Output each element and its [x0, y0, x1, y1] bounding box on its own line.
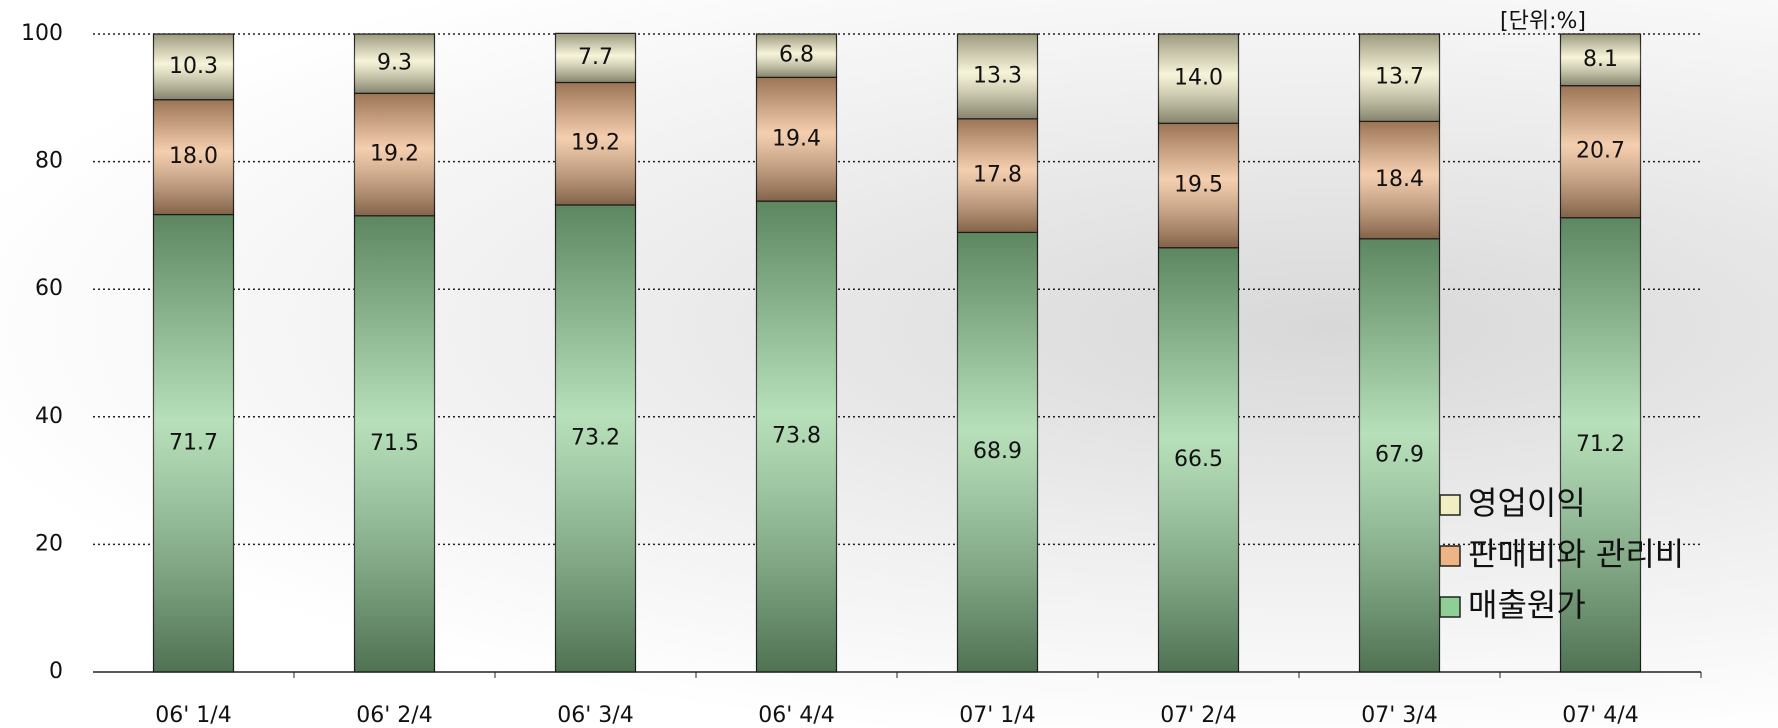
- value-label: 6.8: [779, 43, 814, 68]
- x-tick-label: 07' 4/4: [1562, 703, 1638, 728]
- value-label: 20.7: [1576, 139, 1625, 164]
- value-label: 19.2: [370, 142, 419, 167]
- value-label: 71.2: [1576, 432, 1625, 457]
- x-tick-label: 07' 2/4: [1160, 703, 1236, 728]
- value-label: 8.1: [1583, 47, 1618, 72]
- value-label: 9.3: [377, 51, 412, 76]
- y-tick-label: 60: [35, 276, 63, 301]
- value-label: 18.4: [1375, 167, 1424, 192]
- value-label: 73.8: [772, 424, 821, 449]
- legend-swatch: [1439, 596, 1461, 618]
- y-tick-label: 40: [35, 404, 63, 429]
- value-label: 71.5: [370, 431, 419, 456]
- value-label: 17.8: [973, 163, 1022, 188]
- y-tick-label: 80: [35, 149, 63, 174]
- x-tick-label: 07' 3/4: [1361, 703, 1437, 728]
- y-tick-label: 20: [35, 531, 63, 556]
- x-tick-label: 06' 3/4: [557, 703, 633, 728]
- x-tick-label: 06' 1/4: [155, 703, 231, 728]
- value-label: 19.2: [571, 131, 620, 156]
- value-label: 18.0: [169, 144, 218, 169]
- y-tick-label: 100: [21, 21, 63, 46]
- value-label: 67.9: [1375, 442, 1424, 467]
- legend-swatch: [1439, 494, 1461, 516]
- legend-label: 매출원가: [1468, 586, 1586, 624]
- value-label: 19.4: [772, 126, 821, 151]
- legend-label: 영업이익: [1468, 484, 1586, 522]
- x-tick-label: 06' 4/4: [758, 703, 834, 728]
- value-label: 19.5: [1174, 173, 1223, 198]
- y-tick-label: 0: [49, 659, 63, 684]
- value-label: 14.0: [1174, 66, 1223, 91]
- value-label: 10.3: [169, 54, 218, 79]
- legend-swatch: [1439, 545, 1461, 567]
- x-tick-label: 07' 1/4: [959, 703, 1035, 728]
- value-label: 7.7: [578, 45, 613, 70]
- value-label: 13.3: [973, 63, 1022, 88]
- value-label: 73.2: [571, 425, 620, 450]
- value-label: 13.7: [1375, 65, 1424, 90]
- x-tick-label: 06' 2/4: [356, 703, 432, 728]
- unit-label: [단위:%]: [1500, 9, 1586, 34]
- legend-label: 판매비와 관리비: [1468, 535, 1684, 573]
- value-label: 66.5: [1174, 447, 1223, 472]
- value-label: 68.9: [973, 439, 1022, 464]
- value-label: 71.7: [169, 430, 218, 455]
